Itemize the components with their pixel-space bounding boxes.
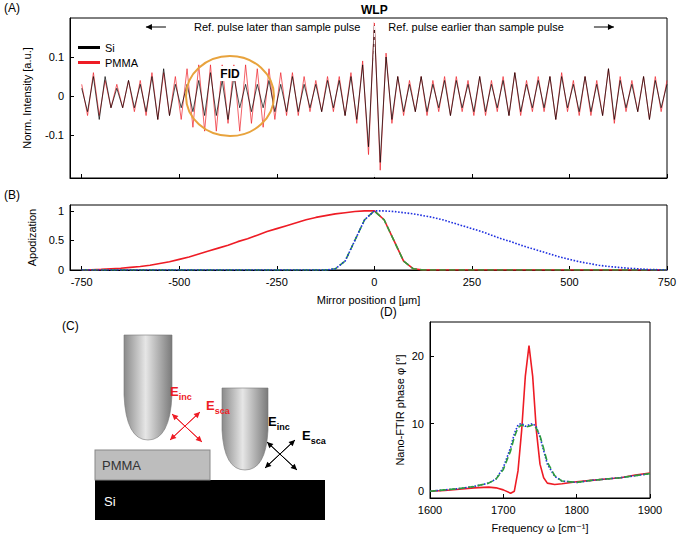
svg-text:Mirror position d [μm]: Mirror position d [μm] [317, 294, 421, 306]
svg-text:-250: -250 [266, 276, 288, 288]
svg-text:750: 750 [658, 276, 676, 288]
svg-text:10: 10 [412, 418, 424, 430]
svg-text:Apodization: Apodization [26, 209, 38, 267]
svg-text:Si: Si [104, 494, 116, 509]
svg-text:FID: FID [220, 67, 240, 81]
svg-text:Frequency ω [cm⁻¹]: Frequency ω [cm⁻¹] [492, 522, 589, 534]
svg-text:500: 500 [560, 276, 578, 288]
svg-text:Ref. pulse earlier than sample: Ref. pulse earlier than sample pulse [388, 21, 563, 33]
svg-text:0: 0 [58, 264, 64, 276]
svg-text:Einc: Einc [268, 414, 290, 432]
svg-text:WLP: WLP [361, 3, 388, 17]
svg-text:(D): (D) [380, 305, 397, 319]
svg-text:-750: -750 [71, 276, 93, 288]
svg-text:Ref. pulse later than sample p: Ref. pulse later than sample pulse [194, 21, 360, 33]
svg-text:Si: Si [105, 42, 115, 54]
svg-text:-500: -500 [168, 276, 190, 288]
svg-text:(C): (C) [62, 319, 79, 333]
svg-text:PMMA: PMMA [105, 57, 139, 69]
svg-text:20: 20 [412, 350, 424, 362]
svg-text:1900: 1900 [638, 504, 662, 516]
svg-text:1800: 1800 [564, 504, 588, 516]
svg-text:PMMA: PMMA [102, 458, 141, 473]
svg-text:0: 0 [58, 90, 64, 102]
svg-text:Norm. Intensity [a.u.]: Norm. Intensity [a.u.] [21, 47, 33, 148]
svg-text:(A): (A) [4, 1, 20, 15]
svg-text:Esca: Esca [302, 428, 327, 446]
svg-text:-0.1: -0.1 [45, 129, 64, 141]
svg-text:0: 0 [418, 485, 424, 497]
svg-text:250: 250 [463, 276, 481, 288]
svg-text:0: 0 [371, 276, 377, 288]
svg-text:1700: 1700 [491, 504, 515, 516]
svg-text:Esca: Esca [206, 398, 231, 416]
svg-text:Einc: Einc [170, 384, 192, 402]
svg-text:0.1: 0.1 [49, 51, 64, 63]
svg-text:(B): (B) [4, 188, 20, 202]
svg-text:0.5: 0.5 [49, 234, 64, 246]
svg-text:1: 1 [58, 205, 64, 217]
svg-text:1600: 1600 [418, 504, 442, 516]
svg-text:Nano-FTIR phase φ [°]: Nano-FTIR phase φ [°] [394, 354, 406, 465]
